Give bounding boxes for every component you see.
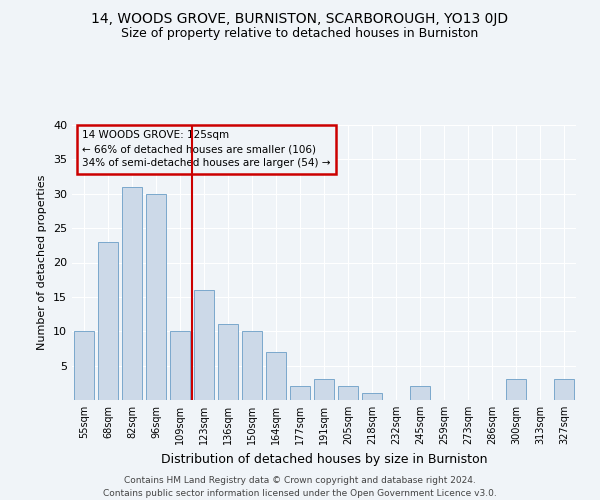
X-axis label: Distribution of detached houses by size in Burniston: Distribution of detached houses by size …	[161, 452, 487, 466]
Bar	[338, 386, 358, 400]
Bar	[122, 187, 142, 400]
Bar	[410, 386, 430, 400]
Text: 14, WOODS GROVE, BURNISTON, SCARBOROUGH, YO13 0JD: 14, WOODS GROVE, BURNISTON, SCARBOROUGH,…	[91, 12, 509, 26]
Bar	[554, 380, 574, 400]
Bar	[314, 380, 334, 400]
Bar	[170, 331, 190, 400]
Bar	[98, 242, 118, 400]
Bar	[194, 290, 214, 400]
Y-axis label: Number of detached properties: Number of detached properties	[37, 175, 47, 350]
Text: Size of property relative to detached houses in Burniston: Size of property relative to detached ho…	[121, 28, 479, 40]
Bar	[290, 386, 310, 400]
Bar	[506, 380, 526, 400]
Text: 14 WOODS GROVE: 125sqm
← 66% of detached houses are smaller (106)
34% of semi-de: 14 WOODS GROVE: 125sqm ← 66% of detached…	[82, 130, 331, 168]
Text: Contains HM Land Registry data © Crown copyright and database right 2024.
Contai: Contains HM Land Registry data © Crown c…	[103, 476, 497, 498]
Bar	[74, 331, 94, 400]
Bar	[266, 352, 286, 400]
Bar	[146, 194, 166, 400]
Bar	[362, 393, 382, 400]
Bar	[242, 331, 262, 400]
Bar	[218, 324, 238, 400]
